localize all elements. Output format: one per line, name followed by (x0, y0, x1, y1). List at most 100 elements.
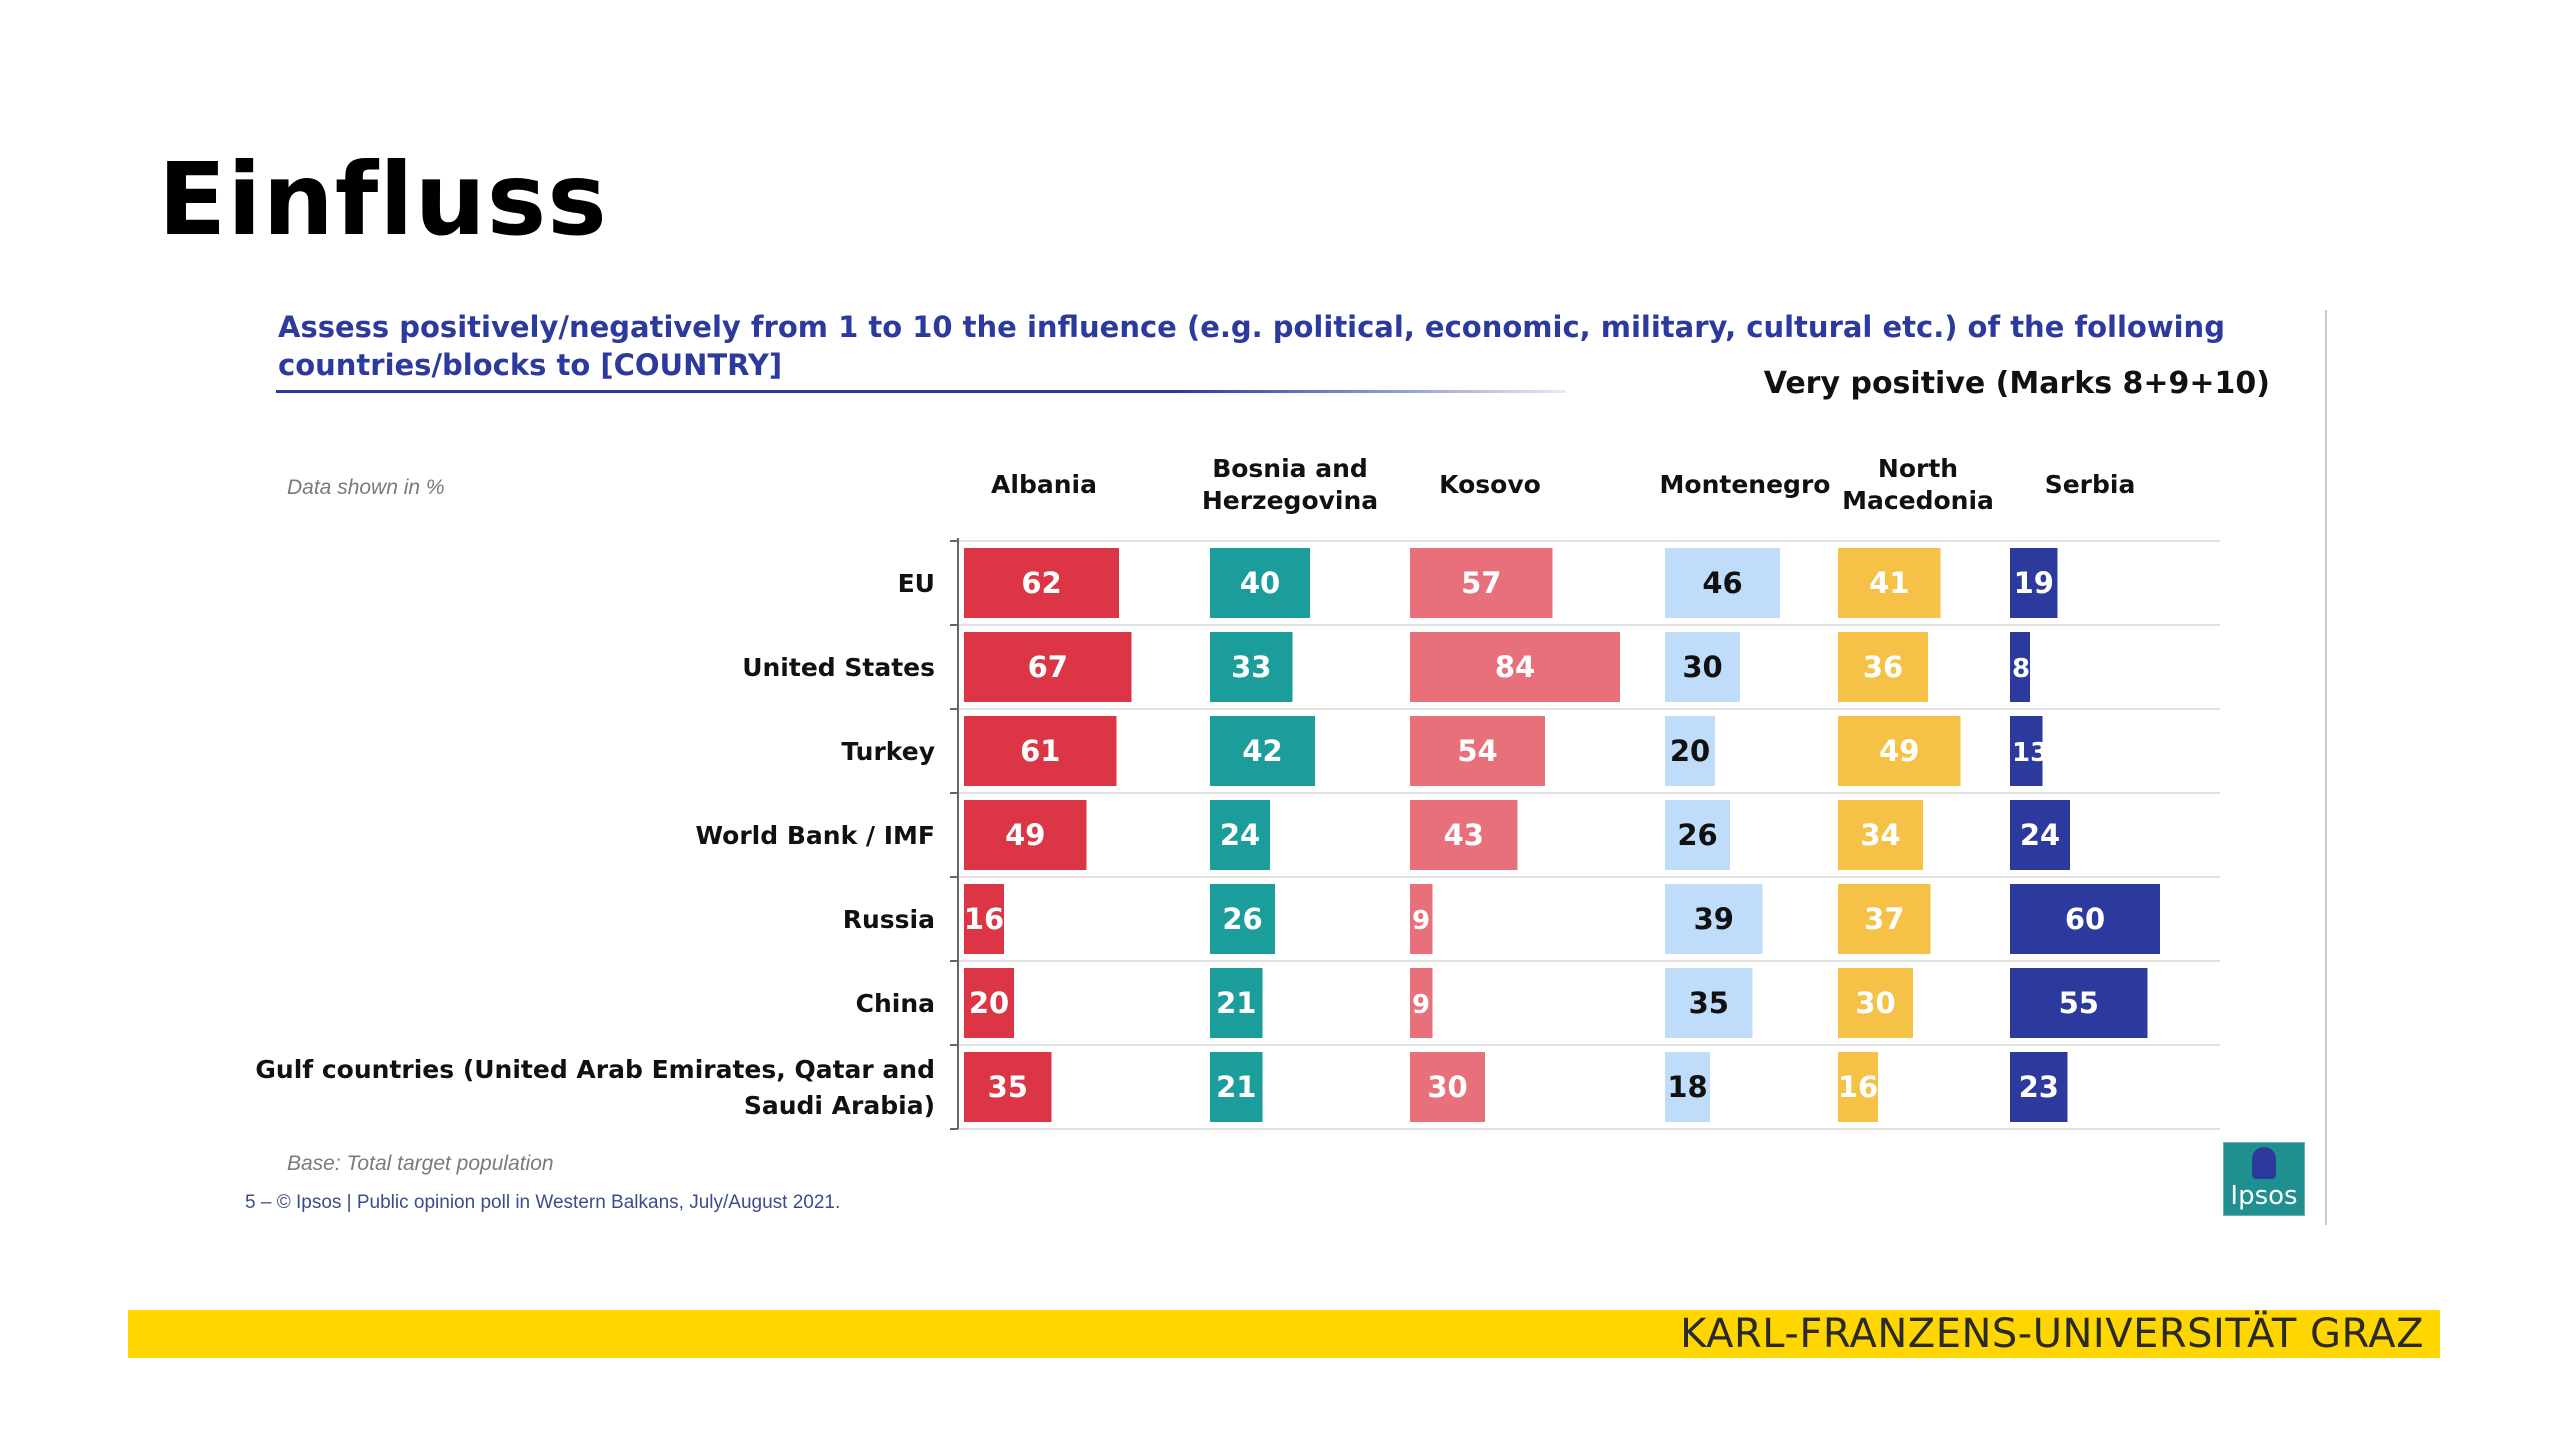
category-label: China (856, 989, 935, 1018)
data-label: 30 (1427, 1070, 1467, 1104)
data-label: 26 (1222, 902, 1262, 936)
data-label: 21 (1216, 986, 1256, 1020)
data-label: 16 (1838, 1070, 1878, 1104)
source-footer: 5 – © Ipsos | Public opinion poll in Wes… (245, 1192, 841, 1213)
series-header: Albania (991, 470, 1097, 499)
bar (1410, 716, 1545, 786)
bar (1665, 800, 1730, 870)
data-label: 35 (988, 1070, 1028, 1104)
data-label: 9 (1412, 990, 1430, 1020)
bar (1410, 632, 1620, 702)
ipsos-logo-text: Ipsos (2230, 1181, 2298, 1211)
bar (1410, 884, 1433, 954)
question-underline (276, 390, 1566, 393)
bar (2010, 632, 2030, 702)
data-label: 24 (2020, 818, 2060, 852)
data-label: 67 (1028, 650, 1068, 684)
data-label: 84 (1495, 650, 1535, 684)
series-header: Bosnia and Herzegovina (1202, 454, 1378, 515)
bar (1665, 968, 1753, 1038)
bar (2010, 968, 2148, 1038)
data-label: 24 (1220, 818, 1260, 852)
bar (964, 884, 1004, 954)
bar (1210, 800, 1270, 870)
series-header: Serbia (2045, 470, 2136, 499)
bar (2010, 884, 2160, 954)
data-label: 46 (1702, 566, 1742, 600)
series-header: North Macedonia (1842, 454, 1994, 515)
data-label: 57 (1461, 566, 1501, 600)
bar (1410, 548, 1553, 618)
bar (1410, 1052, 1485, 1122)
data-label: 33 (1231, 650, 1271, 684)
bar (1838, 968, 1913, 1038)
slide-title: Einfluss (158, 141, 608, 258)
bar (1665, 548, 1780, 618)
bar (1210, 884, 1275, 954)
data-label: 16 (964, 902, 1004, 936)
bar (1665, 1052, 1710, 1122)
category-label: Gulf countries (United Arab Emirates, Qa… (255, 1055, 935, 1120)
bar (1838, 1052, 1878, 1122)
data-label: 49 (1879, 734, 1919, 768)
category-label: EU (898, 569, 935, 598)
university-footer-bar: KARL-FRANZENS-UNIVERSITÄT GRAZ (128, 1310, 2440, 1358)
data-label: 40 (1240, 566, 1280, 600)
bar (964, 1052, 1052, 1122)
ipsos-logo: Ipsos (2223, 1142, 2305, 1216)
bar (1665, 632, 1740, 702)
base-note: Base: Total target population (287, 1152, 554, 1175)
bar (1838, 632, 1928, 702)
university-name: KARL-FRANZENS-UNIVERSITÄT GRAZ (1680, 1311, 2424, 1357)
data-label: 61 (1020, 734, 1060, 768)
data-label: 49 (1005, 818, 1045, 852)
bar (1838, 716, 1961, 786)
data-label: 20 (1670, 734, 1710, 768)
bar (1210, 968, 1263, 1038)
data-label: 55 (2059, 986, 2099, 1020)
bar (1210, 1052, 1263, 1122)
bar (2010, 1052, 2068, 1122)
bar (2010, 800, 2070, 870)
ipsos-logo-icon (2252, 1147, 2276, 1179)
data-label: 18 (1667, 1070, 1707, 1104)
bar (1410, 968, 1433, 1038)
category-label: Russia (843, 905, 935, 934)
bar (1838, 548, 1941, 618)
survey-question: Assess positively/negatively from 1 to 1… (278, 310, 2225, 382)
bar (964, 548, 1119, 618)
data-label: 43 (1444, 818, 1484, 852)
chart-subtitle: Very positive (Marks 8+9+10) (1763, 366, 2270, 401)
bar (2010, 716, 2043, 786)
category-label: World Bank / IMF (695, 821, 935, 850)
bar (1838, 884, 1931, 954)
bar (2010, 548, 2058, 618)
data-label: 62 (1021, 566, 1061, 600)
data-label: 19 (2014, 566, 2054, 600)
category-label: United States (742, 653, 935, 682)
data-label: 20 (969, 986, 1009, 1020)
data-label: 54 (1457, 734, 1497, 768)
bar (1665, 716, 1715, 786)
data-label: 42 (1242, 734, 1282, 768)
bar (964, 800, 1087, 870)
bar (1838, 800, 1923, 870)
data-label: 36 (1863, 650, 1903, 684)
bar (1410, 800, 1518, 870)
data-label: 37 (1864, 902, 1904, 936)
data-label: 8 (2012, 654, 2030, 684)
data-label: 30 (1855, 986, 1895, 1020)
data-label: 13 (2012, 738, 2048, 768)
bar (1210, 632, 1293, 702)
series-header: Montenegro (1660, 470, 1831, 499)
bar (964, 716, 1117, 786)
series-header: Kosovo (1439, 470, 1541, 499)
bar (964, 632, 1132, 702)
data-note: Data shown in % (287, 476, 445, 499)
data-label: 34 (1860, 818, 1900, 852)
data-label: 23 (2019, 1070, 2059, 1104)
data-label: 41 (1869, 566, 1909, 600)
bar (964, 968, 1014, 1038)
bar (1210, 716, 1315, 786)
data-label: 60 (2065, 902, 2105, 936)
